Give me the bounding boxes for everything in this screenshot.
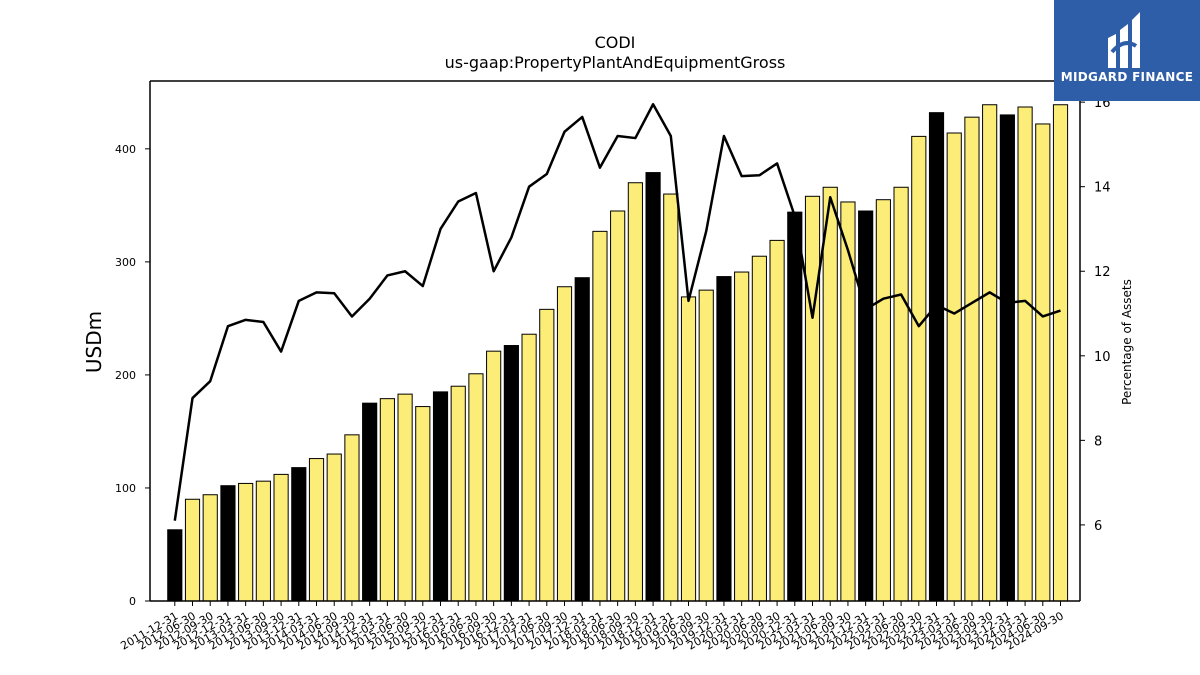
bar [592, 230, 608, 602]
chart-title: CODI [595, 33, 636, 52]
bar [362, 402, 378, 602]
bar [291, 467, 307, 602]
bar [503, 345, 519, 602]
y2-tick-label: 12 [1094, 265, 1111, 280]
bar [255, 480, 271, 602]
bar [982, 104, 998, 602]
bar [379, 398, 395, 602]
bar [556, 286, 573, 602]
bar [202, 494, 218, 602]
bar [238, 482, 254, 602]
bar [539, 308, 555, 602]
bar [308, 458, 325, 602]
bar [574, 277, 590, 602]
bar [645, 172, 661, 602]
bar [751, 255, 767, 602]
y-tick-label: 400 [115, 143, 136, 156]
y2-tick-label: 10 [1094, 350, 1111, 365]
bar [893, 186, 909, 602]
bar [875, 199, 891, 602]
bar [946, 132, 962, 602]
bar [326, 453, 342, 602]
y2-tick-label: 6 [1094, 519, 1102, 534]
bar [804, 195, 821, 602]
bar [840, 201, 856, 602]
bar [1017, 106, 1033, 602]
bar [1052, 104, 1069, 602]
line-group [173, 103, 1061, 521]
bar [415, 406, 431, 602]
y-tick-label: 200 [115, 369, 136, 382]
logo-text: MIDGARD FINANCE [1060, 70, 1194, 84]
bar [787, 211, 803, 602]
bar [184, 498, 201, 602]
y-tick-label: 300 [115, 256, 136, 269]
bars-group [167, 104, 1069, 602]
bar [610, 210, 626, 602]
y-tick-label: 100 [115, 482, 136, 495]
bar [734, 271, 750, 602]
bar [663, 193, 679, 602]
bar [680, 296, 697, 602]
bar [716, 276, 732, 602]
bar [432, 391, 449, 602]
bar [698, 289, 714, 602]
bar [928, 112, 945, 602]
bar [911, 135, 927, 602]
logo: MIDGARD FINANCE [1054, 0, 1200, 101]
y-axis-label: USDm [82, 311, 106, 373]
bar [858, 210, 874, 602]
percentage-line [173, 103, 1061, 521]
bar [822, 186, 838, 602]
y2-tick-label: 14 [1094, 181, 1111, 196]
axes-group: 010020030040068101214162011-12-312012-06… [115, 80, 1111, 653]
bar [344, 434, 360, 602]
y2-axis-label: Percentage of Assets [1120, 279, 1134, 405]
bar [521, 333, 537, 602]
bar [486, 350, 502, 602]
logo-mark-icon [1108, 12, 1140, 68]
bar [167, 529, 183, 602]
bar [273, 473, 289, 602]
bar [999, 114, 1015, 602]
bar [627, 182, 643, 602]
y2-tick-label: 8 [1094, 434, 1102, 449]
bar [468, 373, 484, 602]
chart-subtitle: us-gaap:PropertyPlantAndEquipmentGross [445, 53, 786, 72]
bar [1035, 123, 1051, 602]
y-tick-label: 0 [129, 595, 136, 608]
bar [450, 385, 466, 602]
bar [964, 116, 980, 602]
bar [220, 485, 236, 602]
bar [769, 239, 785, 602]
bar [397, 393, 413, 602]
